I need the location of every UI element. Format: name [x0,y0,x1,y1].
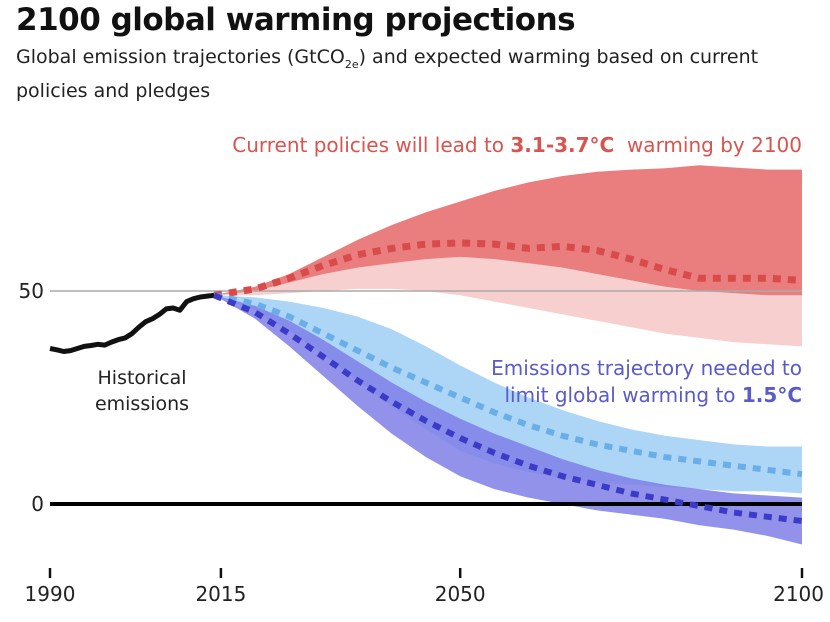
y-tick-label-50: 50 [19,279,44,303]
annotation-current-policies-before: Current policies will lead to [232,133,510,157]
band-current-policies-range-high [214,165,803,296]
annotation-trajectory-line-2: limit global warming to 1.5°C [504,383,802,407]
x-axis-ticks: 1990 2015 2050 2100 [25,568,824,606]
x-tick-label-2015: 2015 [195,582,246,606]
series-line-historical-emissions [49,291,222,354]
series-line-1-5-c-pathway-light [213,292,803,478]
x-tick-label-1990: 1990 [25,582,76,606]
x-tick-label-2050: 2050 [435,582,486,606]
subtitle-subscript: 2e [344,57,359,71]
subtitle-text-before: Global emission trajectories (GtCO [16,46,345,68]
range-bands [214,165,803,545]
annotation-current-policies: Current policies will lead to 3.1-3.7°C … [232,133,802,157]
annotation-current-policies-after: warming by 2100 [614,133,802,157]
chart-subtitle: Global emission trajectories (GtCO2e) an… [16,44,806,104]
annotation-trajectory-line-1: Emissions trajectory needed to [491,356,802,380]
subtitle-text-after: ) and expected warming based on current … [16,46,759,102]
annotation-historical-line-2: emissions [95,393,189,415]
series-line-1-5-c-pathway-dark [212,292,803,524]
series-line-current-policies [213,239,803,299]
x-tick-label-2100: 2100 [773,582,824,606]
annotation-trajectory-line-2-bold: 1.5°C [742,383,802,407]
chart-title: 2100 global warming projections [16,2,576,38]
band-1-5-c-pathway-range-light [214,295,803,494]
annotation-historical-line-1: Historical [98,367,187,389]
y-tick-label-0: 0 [31,492,44,516]
annotation-current-policies-bold: 3.1-3.7°C [510,133,614,157]
series-lines [49,239,803,524]
y-axis-ticks: 0 50 [19,279,44,516]
annotation-trajectory-line-2-before: limit global warming to [504,383,741,407]
band-current-policies-range-low [214,256,803,347]
